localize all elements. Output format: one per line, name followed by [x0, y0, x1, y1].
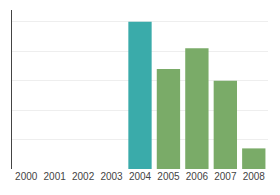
svg-text:2006: 2006: [186, 171, 209, 182]
svg-text:2005: 2005: [157, 171, 180, 182]
svg-text:2000: 2000: [15, 171, 38, 182]
svg-text:2007: 2007: [214, 171, 237, 182]
svg-text:2003: 2003: [100, 171, 123, 182]
svg-text:2008: 2008: [243, 171, 266, 182]
svg-text:2001: 2001: [44, 171, 67, 182]
svg-text:2004: 2004: [129, 171, 152, 182]
svg-text:2002: 2002: [72, 171, 95, 182]
